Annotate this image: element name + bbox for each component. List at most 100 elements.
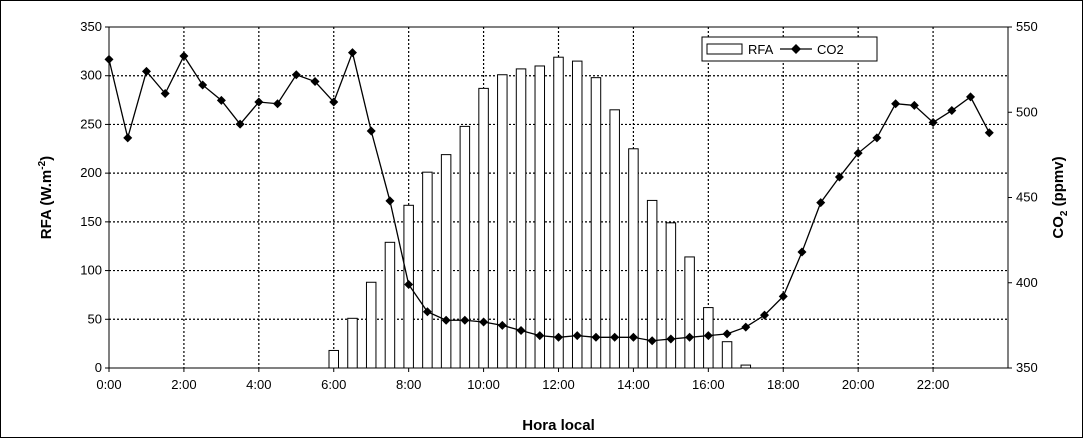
co2-point [516,325,526,335]
co2-point [179,51,189,61]
co2-point [778,291,788,301]
co2-point [891,99,901,109]
rfa-bar [328,349,339,369]
co2-point [404,279,414,289]
left-y-tick-label: 250 [80,116,102,131]
co2-point [834,172,844,182]
tick-labels: 0 50 100 150 200 250 300 350 350 400 450 500 550 0:00… [80,19,1037,392]
co2-point [628,332,638,342]
co2-point [479,317,489,327]
left-y-tick-label: 100 [80,263,102,278]
left-y-axis-title: RFA (W.m-2) [37,156,55,239]
rfa-bar [721,341,733,369]
right-y-tick-label: 450 [1016,190,1038,205]
co2-point [572,331,582,341]
left-y-tick-label: 150 [80,214,102,229]
co2-point [123,133,133,143]
rfa-bar [665,222,677,369]
co2-point [497,320,507,330]
co2-point [535,331,545,341]
co2-point [291,70,301,80]
co2-point [198,80,208,90]
co2-point [816,198,826,208]
co2-point [591,332,601,342]
rfa-bar [609,109,620,369]
co2-point [554,332,563,342]
x-tick-label: 12:00 [542,377,575,392]
co2-point [385,196,395,206]
right-y-tick-label: 500 [1016,104,1038,119]
co2-point [647,336,657,346]
co2-point [797,247,807,257]
rfa-bar [459,125,471,369]
co2-point [928,117,938,127]
rfa-bar [571,60,583,369]
rfa-bar [590,77,602,369]
right-y-tick-label: 350 [1016,360,1038,375]
co2-point [666,334,676,344]
left-y-tick-label: 200 [80,165,102,180]
x-tick-label: 20:00 [842,377,875,392]
co2-point [347,48,357,58]
co2-point [685,332,695,342]
rfa-bar [365,281,377,369]
co2-point [160,88,170,98]
left-y-axis-title-superscript: -2 [37,160,48,169]
right-y-axis-title-tail: (ppmv) [1050,156,1067,210]
co2-point [984,128,994,138]
co2-point [273,99,283,109]
left-y-tick-label: 50 [88,311,102,326]
right-y-axis-title-prefix: CO [1050,216,1067,239]
left-y-tick-label: 350 [80,19,102,34]
right-y-tick-label: 550 [1016,19,1038,34]
x-tick-label: 4:00 [246,377,271,392]
co2-point [741,322,751,332]
x-tick-label: 8:00 [396,377,421,392]
co2-point [760,310,770,320]
x-axis-title: Hora local [522,417,595,434]
right-y-tick-label: 400 [1016,275,1038,290]
co2-point [947,106,957,116]
x-tick-label: 16:00 [692,377,725,392]
x-tick-label: 14:00 [617,377,650,392]
x-tick-label: 6:00 [321,377,346,392]
left-y-axis-title-main: RFA (W.m [38,170,55,239]
co2-point [722,329,732,339]
co2-point [909,100,919,110]
left-y-tick-label: 300 [80,68,102,83]
legend-co2-marker [791,44,801,54]
x-tick-label: 18:00 [767,377,800,392]
rfa-bar [684,256,695,369]
rfa-bar [347,317,358,369]
co2-point [703,331,713,341]
co2-point [872,133,882,143]
left-y-tick-label: 0 [95,360,102,375]
co2-point [254,97,264,107]
x-tick-label: 2:00 [171,377,196,392]
co2-point [235,119,245,129]
rfa-bar [422,171,433,369]
co2-point [966,92,976,102]
left-y-axis-title-tail: ) [38,156,55,161]
right-y-axis-title: CO2 (ppmv) [1050,156,1070,238]
rfa-bar [515,68,527,369]
x-tick-label: 10:00 [467,377,500,392]
co2-point [310,77,320,87]
legend-co2-label: CO2 [817,42,844,57]
co2-point [853,148,863,158]
co2-point [422,307,432,317]
co2-line-layer [104,48,994,346]
right-y-axis-title-subscript: 2 [1059,210,1070,216]
legend-rfa-label: RFA [748,42,774,57]
co2-point [216,95,226,105]
co2-point [366,126,376,136]
co2-point [460,315,470,325]
co2-point [441,315,451,325]
legend: RFA CO2 [701,36,878,62]
co2-line [108,50,990,342]
rfa-bar [534,65,546,369]
x-tick-label: 0:00 [96,377,121,392]
co2-point [141,66,151,76]
